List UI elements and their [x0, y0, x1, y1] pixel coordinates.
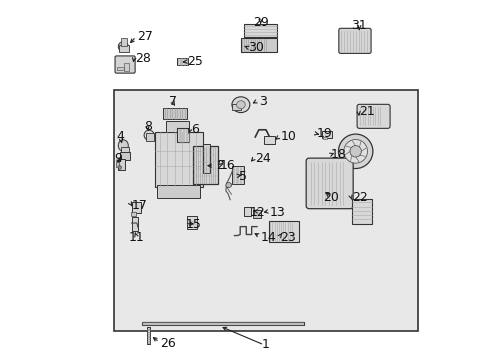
Text: 22: 22 — [351, 192, 367, 204]
Text: 27: 27 — [137, 30, 152, 43]
Bar — [131, 202, 140, 213]
Bar — [187, 216, 197, 229]
Text: 5: 5 — [239, 170, 246, 183]
Bar — [116, 162, 119, 167]
FancyBboxPatch shape — [115, 56, 135, 73]
Bar — [268, 221, 299, 242]
Ellipse shape — [349, 145, 361, 157]
Text: 6: 6 — [190, 123, 198, 136]
Bar — [121, 147, 128, 153]
Text: 7: 7 — [168, 95, 177, 108]
FancyBboxPatch shape — [338, 28, 370, 53]
Bar — [165, 121, 188, 132]
Bar — [120, 152, 129, 160]
Bar — [231, 104, 241, 110]
Bar — [351, 199, 371, 224]
Bar — [177, 58, 188, 65]
Text: 12: 12 — [249, 206, 264, 219]
Text: 1: 1 — [262, 338, 269, 351]
Text: 30: 30 — [247, 41, 264, 54]
Ellipse shape — [343, 139, 367, 163]
Bar — [123, 63, 129, 71]
Text: 11: 11 — [128, 231, 144, 244]
Text: 26: 26 — [160, 337, 176, 350]
Text: 23: 23 — [280, 231, 296, 244]
Text: 25: 25 — [187, 55, 203, 68]
Bar — [117, 67, 123, 70]
Ellipse shape — [118, 41, 128, 51]
Text: 14: 14 — [260, 231, 276, 244]
Text: 15: 15 — [185, 218, 201, 231]
Text: 2: 2 — [215, 159, 223, 172]
Bar — [163, 108, 187, 119]
Bar — [321, 131, 331, 138]
Bar — [192, 146, 217, 184]
FancyBboxPatch shape — [305, 158, 352, 209]
Text: 4: 4 — [117, 130, 124, 144]
Text: 28: 28 — [135, 51, 151, 64]
Ellipse shape — [231, 97, 249, 113]
Text: 9: 9 — [114, 152, 122, 165]
Text: 8: 8 — [143, 120, 151, 133]
Bar — [142, 321, 303, 325]
Text: 10: 10 — [280, 130, 296, 144]
Bar — [244, 207, 250, 216]
Text: 24: 24 — [255, 152, 270, 165]
Bar — [264, 136, 274, 144]
Bar — [119, 45, 129, 51]
Ellipse shape — [236, 101, 244, 109]
Bar — [322, 136, 326, 139]
Text: 20: 20 — [322, 192, 338, 204]
Text: 17: 17 — [131, 199, 147, 212]
Bar — [231, 166, 244, 184]
Bar — [145, 134, 154, 140]
Text: 31: 31 — [351, 19, 366, 32]
FancyBboxPatch shape — [356, 104, 389, 129]
Text: 21: 21 — [359, 105, 374, 118]
Ellipse shape — [118, 140, 128, 151]
Bar — [113, 90, 418, 330]
Text: 18: 18 — [330, 148, 346, 161]
Bar — [253, 211, 260, 219]
Ellipse shape — [144, 130, 154, 140]
Text: 16: 16 — [219, 159, 235, 172]
Bar — [244, 24, 276, 37]
Bar — [118, 159, 124, 170]
Bar — [241, 39, 276, 52]
Bar — [155, 132, 203, 187]
Bar — [121, 39, 126, 45]
Ellipse shape — [338, 134, 372, 168]
Ellipse shape — [118, 166, 121, 169]
Text: 13: 13 — [269, 206, 285, 219]
Bar — [131, 212, 136, 216]
Bar — [147, 327, 150, 344]
Bar — [177, 128, 188, 142]
Ellipse shape — [225, 183, 231, 188]
Bar — [156, 185, 199, 198]
Text: 29: 29 — [252, 16, 268, 29]
Bar — [131, 217, 138, 231]
Bar — [203, 144, 210, 173]
Text: 19: 19 — [316, 127, 331, 140]
Text: 3: 3 — [258, 95, 266, 108]
